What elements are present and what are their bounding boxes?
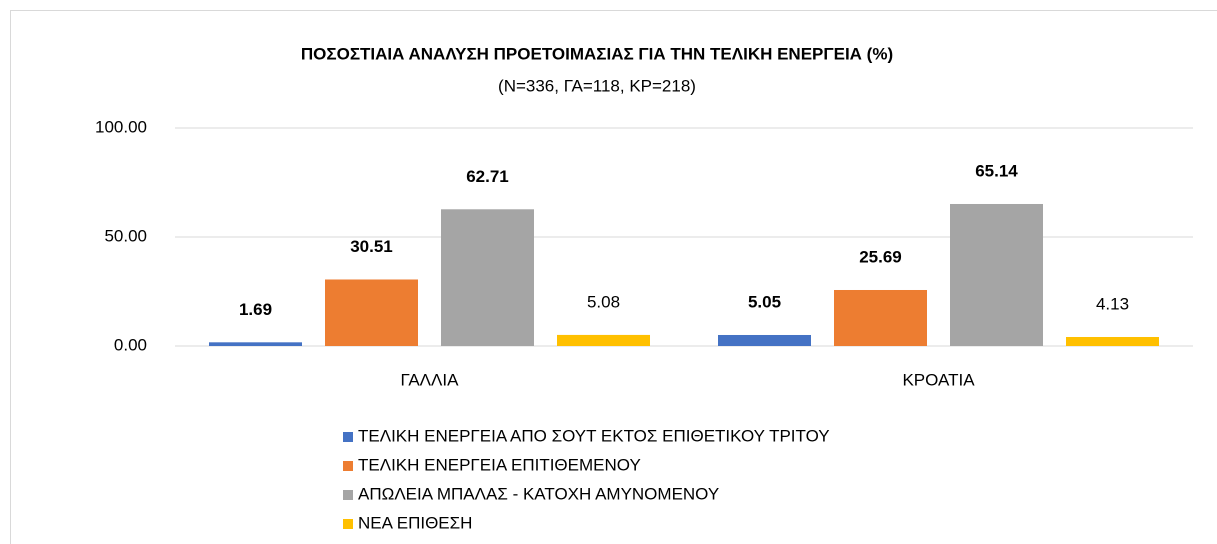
y-tick-label: 50.00 (104, 226, 147, 245)
x-tick-label: ΚΡΟΑΤΙΑ (902, 370, 975, 389)
value-label: 5.08 (587, 292, 620, 311)
x-tick-label: ΓΑΛΛΙΑ (401, 370, 460, 389)
bar (718, 334, 811, 346)
bar (557, 334, 650, 346)
legend-label: ΝΕΑ ΕΠΙΘΕΣΗ (358, 513, 472, 532)
legend-label: ΤΕΛΙΚΗ ΕΝΕΡΓΕΙΑ ΕΠΙΤΙΘΕΜΕΝΟΥ (358, 455, 641, 474)
bar (1066, 336, 1159, 346)
legend-swatch (343, 461, 353, 471)
y-tick-label: 0.00 (114, 335, 147, 354)
legend-swatch (343, 490, 353, 500)
legend-label: ΑΠΩΛΕΙΑ ΜΠΑΛΑΣ - ΚΑΤΟΧΗ ΑΜΥΝΟΜΕΝΟΥ (358, 484, 719, 503)
chart-border (10, 10, 1217, 544)
bar (441, 209, 534, 346)
bar (950, 203, 1043, 346)
value-label: 4.13 (1096, 294, 1129, 313)
legend-swatch (343, 432, 353, 442)
legend-swatch (343, 519, 353, 529)
bar (325, 279, 418, 346)
value-label: 1.69 (239, 300, 272, 319)
value-label: 65.14 (975, 161, 1018, 180)
bar (209, 342, 302, 346)
chart-subtitle: (N=336, ΓΑ=118, ΚΡ=218) (498, 76, 696, 95)
value-label: 62.71 (466, 167, 509, 186)
value-label: 30.51 (350, 237, 393, 256)
chart-title: ΠΟΣΟΣΤΙΑΙΑ ΑΝΑΛΥΣΗ ΠΡΟΕΤΟΙΜΑΣΙΑΣ ΓΙΑ ΤΗΝ… (301, 44, 893, 63)
value-label: 25.69 (859, 247, 902, 266)
legend-label: ΤΕΛΙΚΗ ΕΝΕΡΓΕΙΑ ΑΠΟ ΣΟΥΤ ΕΚΤΟΣ ΕΠΙΘΕΤΙΚΟ… (358, 426, 830, 445)
value-label: 5.05 (748, 292, 781, 311)
bar (834, 289, 927, 346)
y-tick-label: 100.00 (95, 117, 147, 136)
